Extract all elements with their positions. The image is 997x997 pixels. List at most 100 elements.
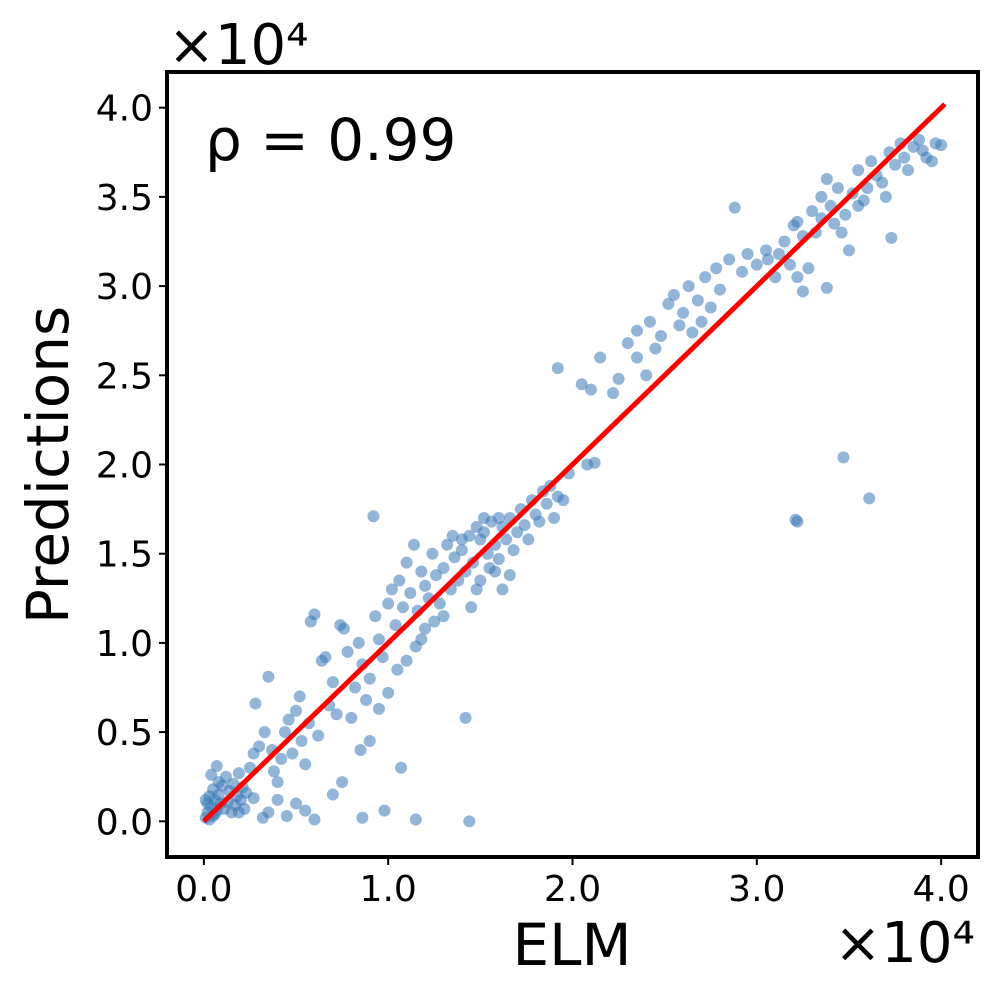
data-point <box>455 533 468 546</box>
data-point <box>820 281 833 294</box>
data-point <box>319 651 332 664</box>
data-point <box>280 809 293 822</box>
data-point <box>865 155 878 168</box>
data-point <box>835 226 848 239</box>
data-point <box>299 758 312 771</box>
x-tick-label: 3.0 <box>728 869 785 910</box>
data-point <box>372 702 385 715</box>
data-point <box>459 711 472 724</box>
data-point <box>282 713 295 726</box>
data-point <box>876 176 889 189</box>
data-point <box>290 797 303 810</box>
data-point <box>256 811 269 824</box>
y-tick-label: 2.5 <box>96 356 153 397</box>
data-point <box>540 497 553 510</box>
y-tick-label: 0.5 <box>96 713 153 754</box>
y-axis-label: Predictions <box>14 306 82 624</box>
data-point <box>428 615 441 628</box>
data-point <box>551 362 564 375</box>
data-point <box>367 510 380 523</box>
data-point <box>290 704 303 717</box>
data-point <box>326 676 339 689</box>
data-point <box>728 201 741 214</box>
data-point <box>820 173 833 186</box>
data-point <box>796 285 809 298</box>
y-tick-label: 3.0 <box>96 267 153 308</box>
data-point <box>791 215 804 228</box>
data-point <box>232 767 245 780</box>
data-point <box>575 378 588 391</box>
data-point <box>815 190 828 203</box>
data-point <box>588 456 601 469</box>
data-point <box>713 283 726 296</box>
data-point <box>299 804 312 817</box>
data-point <box>503 569 516 582</box>
data-point <box>492 553 505 566</box>
data-point <box>407 538 420 551</box>
data-point <box>654 330 667 343</box>
data-point <box>631 351 644 364</box>
x-axis-ticks: 0.0 1.0 2.0 3.0 4.0 <box>175 857 970 910</box>
data-point <box>293 690 306 703</box>
data-point <box>437 610 450 623</box>
data-point <box>741 247 754 260</box>
data-point <box>404 586 417 599</box>
data-point <box>336 776 349 789</box>
data-point <box>662 297 675 310</box>
data-point <box>395 761 408 774</box>
data-point <box>400 556 413 569</box>
data-point <box>393 574 406 587</box>
data-point <box>478 512 491 525</box>
data-point <box>750 258 763 271</box>
data-point <box>419 622 432 635</box>
data-point <box>409 813 422 826</box>
data-point <box>913 133 926 146</box>
data-point <box>210 760 223 773</box>
data-point <box>400 654 413 667</box>
x-tick-label: 1.0 <box>360 869 417 910</box>
x-axis-label: ELM <box>512 911 631 979</box>
data-point <box>446 529 459 542</box>
data-point <box>898 151 911 164</box>
data-point <box>885 231 898 244</box>
data-point <box>837 451 850 464</box>
data-point <box>548 512 561 525</box>
data-point <box>673 319 686 332</box>
data-point <box>925 155 938 168</box>
data-point <box>631 324 644 337</box>
data-point <box>455 544 468 557</box>
y-tick-label: 3.5 <box>96 178 153 219</box>
data-point <box>533 515 546 528</box>
data-point <box>341 645 354 658</box>
data-point <box>363 735 376 748</box>
data-point <box>643 315 656 328</box>
data-point <box>275 752 288 765</box>
data-point <box>308 813 321 826</box>
y-axis-scale-label: ×10⁴ <box>168 13 309 78</box>
data-point <box>584 383 597 396</box>
x-tick-label: 2.0 <box>544 869 601 910</box>
data-point <box>677 306 690 319</box>
data-point <box>360 694 373 706</box>
data-point <box>465 601 478 614</box>
y-axis-ticks: 0.0 0.5 1.0 1.5 2.0 2.5 3.0 3.5 4.0 <box>96 89 167 843</box>
data-point <box>396 601 409 614</box>
data-point <box>901 164 914 177</box>
data-point <box>448 551 461 564</box>
data-point <box>378 804 391 817</box>
data-point <box>385 583 398 596</box>
x-tick-label: 4.0 <box>913 869 970 910</box>
data-point <box>415 565 428 578</box>
data-point <box>271 793 284 806</box>
data-point <box>935 139 948 152</box>
y-tick-label: 1.5 <box>96 535 153 576</box>
data-point <box>441 538 454 551</box>
data-point <box>474 574 487 587</box>
data-point <box>382 597 395 610</box>
data-point <box>879 190 892 203</box>
data-point <box>594 351 607 364</box>
data-point <box>791 515 804 528</box>
data-point <box>839 208 852 221</box>
data-point <box>330 708 343 721</box>
